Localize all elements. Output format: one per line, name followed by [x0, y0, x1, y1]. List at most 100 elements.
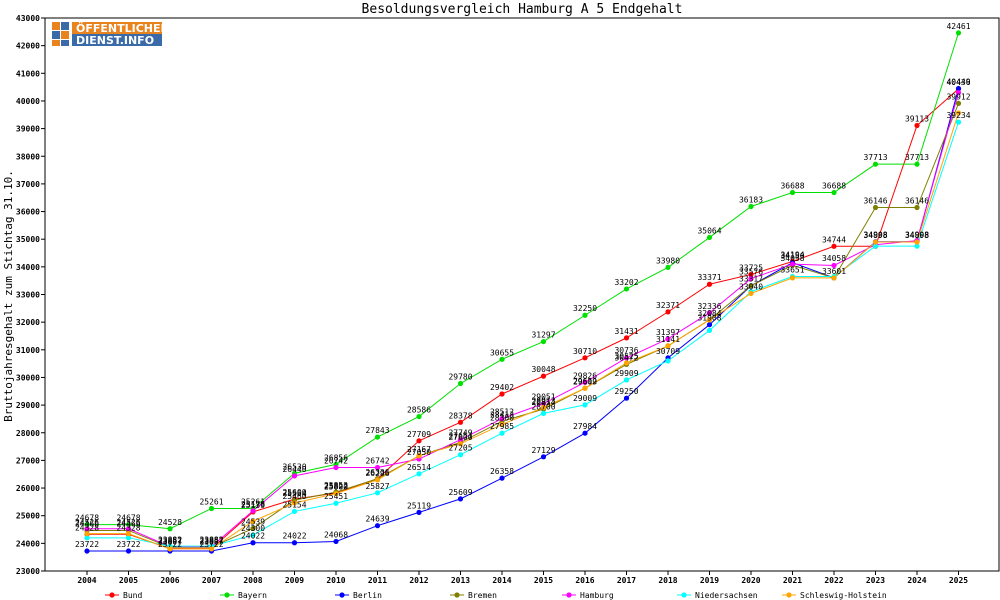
legend-label-niedersachsen: Niedersachsen — [695, 591, 758, 600]
data-point-schleswig-holstein — [582, 385, 588, 391]
data-label: 23857 — [199, 536, 223, 545]
data-label: 34194 — [780, 250, 804, 259]
data-point-bayern — [872, 161, 879, 167]
data-label: 25609 — [448, 488, 472, 497]
data-point-schleswig-holstein — [955, 110, 962, 116]
data-label: 28512 — [490, 408, 514, 417]
data-point-schleswig-holstein — [789, 275, 796, 281]
data-point-bund — [706, 281, 713, 287]
data-label: 31908 — [697, 314, 721, 323]
y-tick-label: 31000 — [16, 346, 40, 355]
data-point-niedersachsen — [333, 500, 339, 506]
data-label: 29826 — [573, 371, 597, 380]
logo-band-2 — [72, 34, 162, 46]
legend-marker-bremen — [454, 592, 460, 598]
y-tick-label: 43000 — [16, 14, 40, 23]
data-label: 28378 — [448, 411, 472, 420]
data-point-bund — [499, 391, 505, 397]
y-tick-label: 34000 — [16, 263, 40, 272]
logo-square-1 — [52, 22, 60, 30]
data-label: 24678 — [116, 514, 140, 523]
data-label: 30655 — [490, 348, 514, 357]
data-label: 29051 — [531, 393, 555, 402]
data-point-niedersachsen — [706, 327, 713, 334]
data-point-hamburg — [333, 464, 339, 471]
data-label: 26514 — [407, 463, 431, 472]
y-tick-label: 33000 — [16, 291, 40, 300]
data-label: 26856 — [324, 453, 348, 462]
axes: 23000 24000 25000 26000 27000 28000 29000 30000… — [16, 14, 1000, 585]
x-tick-label: 2009 — [285, 576, 304, 585]
data-label: 30525 — [614, 352, 638, 361]
data-label: 31141 — [656, 335, 680, 344]
data-point-schleswig-holstein — [872, 239, 879, 245]
data-point-niedersachsen — [665, 358, 671, 364]
data-point-niedersachsen — [499, 430, 505, 436]
data-point-schleswig-holstein — [623, 360, 630, 366]
y-tick-label: 40000 — [16, 97, 40, 106]
data-label: 26440 — [282, 465, 306, 474]
data-label: 35064 — [697, 226, 721, 235]
data-point-schleswig-holstein — [665, 343, 671, 349]
data-label: 34058 — [822, 254, 846, 263]
data-label: 27749 — [448, 429, 472, 438]
x-tick-label: 2016 — [575, 576, 594, 585]
y-tick-label: 41000 — [16, 69, 40, 78]
data-label: 26336 — [365, 468, 389, 477]
data-label: 26358 — [490, 467, 514, 476]
legend-label-bund: Bund — [123, 591, 142, 600]
data-point-hamburg — [540, 401, 547, 407]
data-point-bund — [623, 335, 630, 341]
x-tick-label: 2023 — [866, 576, 885, 585]
data-point-bund — [540, 373, 547, 379]
data-point-hamburg — [84, 526, 90, 532]
x-tick-label: 2017 — [617, 576, 636, 585]
data-label: 24639 — [365, 515, 389, 524]
data-label: 33725 — [739, 263, 763, 272]
data-label: 32250 — [573, 304, 597, 313]
data-label: 24328 — [116, 523, 140, 532]
data-label: 36146 — [863, 197, 887, 206]
data-label: 31297 — [531, 331, 555, 340]
data-label: 26530 — [282, 462, 306, 471]
data-point-bremen — [872, 204, 879, 211]
legend-marker-berlin — [339, 592, 345, 598]
logo-square-2 — [61, 22, 69, 30]
data-point-bayern — [208, 505, 215, 512]
data-point-hamburg — [955, 90, 962, 96]
data-label: 40449 — [946, 78, 970, 87]
data-point-niedersachsen — [84, 535, 90, 541]
data-point-niedersachsen — [250, 532, 256, 538]
data-label: 24328 — [75, 523, 99, 532]
data-label: 30710 — [573, 347, 597, 356]
data-point-bayern — [831, 189, 837, 196]
data-point-berlin — [706, 322, 713, 328]
data-point-schleswig-holstein — [831, 275, 837, 281]
data-label: 28413 — [490, 410, 514, 419]
data-point-schleswig-holstein — [499, 421, 505, 428]
y-tick-label: 27000 — [16, 456, 40, 465]
data-point-schleswig-holstein — [333, 490, 339, 497]
data-point-hamburg — [250, 508, 256, 514]
x-tick-label: 2020 — [741, 576, 760, 585]
data-label: 39113 — [905, 114, 929, 123]
data-point-schleswig-holstein — [374, 477, 381, 483]
x-tick-label: 2011 — [368, 576, 387, 585]
data-point-bayern — [374, 434, 381, 440]
data-point-bremen — [955, 100, 962, 106]
logo: ÖFFENTLICHER DIENST.INFO — [52, 21, 169, 47]
data-label: 40436 — [946, 78, 970, 87]
data-label: 32084 — [697, 309, 721, 318]
y-tick-label: 23000 — [16, 567, 40, 576]
data-point-bund — [914, 122, 920, 129]
data-point-bayern — [623, 286, 630, 292]
data-label: 27651 — [448, 431, 472, 440]
data-point-bayern — [457, 380, 464, 387]
data-point-hamburg — [457, 437, 464, 443]
data-label: 27709 — [407, 430, 431, 439]
y-tick-label: 30000 — [16, 373, 40, 382]
data-point-hamburg — [789, 261, 796, 267]
logo-square-3 — [52, 31, 60, 39]
series-line-niedersachsen — [87, 121, 959, 547]
data-point-bund — [416, 438, 422, 444]
